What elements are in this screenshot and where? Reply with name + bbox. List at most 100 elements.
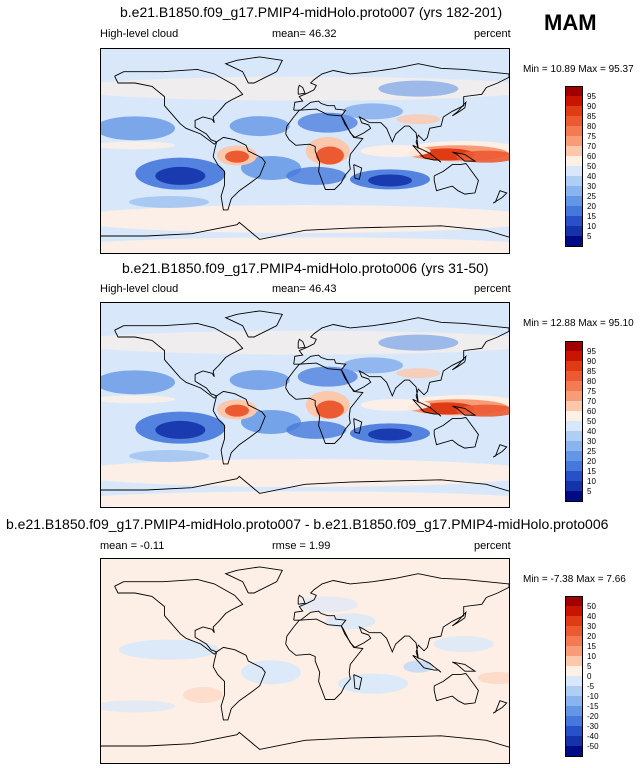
field-contour bbox=[155, 420, 206, 439]
colorbar-cell bbox=[565, 136, 583, 147]
colorbar-tick-label: 90 bbox=[587, 101, 596, 111]
panel3-map bbox=[100, 558, 510, 764]
colorbar-cell bbox=[565, 206, 583, 217]
coastline bbox=[285, 362, 364, 444]
field-contour bbox=[241, 156, 301, 180]
field-contour bbox=[101, 205, 509, 233]
coastline bbox=[212, 646, 266, 721]
field-contour bbox=[225, 150, 249, 163]
colorbar-tick-label: 30 bbox=[587, 621, 596, 631]
colorbar-cell bbox=[565, 606, 583, 617]
field-contour bbox=[286, 420, 347, 439]
coastline bbox=[297, 594, 306, 605]
colorbar-cell bbox=[565, 411, 583, 422]
coastline bbox=[433, 163, 479, 195]
panel3-rmse-label: rmse = 1.99 bbox=[272, 540, 331, 552]
field-contour bbox=[343, 103, 403, 120]
coastline bbox=[353, 418, 363, 434]
colorbar-cell bbox=[565, 106, 583, 117]
field-contour bbox=[286, 166, 347, 185]
colorbar-cell bbox=[565, 616, 583, 627]
field-contour bbox=[225, 404, 249, 417]
field-contour bbox=[241, 660, 301, 685]
colorbar-tick-label: 5 bbox=[587, 661, 592, 671]
colorbar-tick-label: 40 bbox=[587, 426, 596, 436]
field-contour bbox=[360, 399, 431, 411]
colorbar-tick-label: -30 bbox=[587, 721, 599, 731]
colorbar-tick-label: 50 bbox=[587, 161, 596, 171]
panel1-mean-label: mean= 46.32 bbox=[272, 28, 337, 40]
coastline bbox=[212, 136, 266, 211]
field-contour bbox=[183, 687, 223, 703]
colorbar-tick-label: 50 bbox=[587, 416, 596, 426]
colorbar-tick-label: 10 bbox=[587, 651, 596, 661]
coastline bbox=[114, 578, 244, 655]
colorbar-cell bbox=[565, 146, 583, 157]
panel2-title: b.e21.B1850.f09_g17.PMIP4-midHolo.proto0… bbox=[122, 260, 489, 276]
field-contour bbox=[378, 80, 459, 97]
colorbar-tick-label: 20 bbox=[587, 201, 596, 211]
colorbar-tick-label: 95 bbox=[587, 91, 596, 101]
panel2-minmax: Min = 12.88 Max = 95.10 bbox=[523, 318, 634, 329]
coastline bbox=[224, 566, 283, 594]
colorbar-tick-label: 80 bbox=[587, 121, 596, 131]
colorbar-tick-label: 40 bbox=[587, 611, 596, 621]
field-contour bbox=[297, 596, 358, 613]
coastline bbox=[412, 654, 442, 673]
coastline bbox=[297, 338, 306, 349]
colorbar-cell bbox=[565, 646, 583, 657]
coastline bbox=[293, 573, 509, 659]
field-contour bbox=[338, 673, 408, 694]
colorbar-tick-label: -15 bbox=[587, 701, 599, 711]
colorbar-tick-label: 60 bbox=[587, 406, 596, 416]
panel2-mean-label: mean= 46.43 bbox=[272, 283, 337, 295]
coastline bbox=[452, 610, 467, 627]
colorbar-tick-label: 5 bbox=[587, 486, 592, 496]
coastline bbox=[293, 63, 509, 149]
colorbar-cell bbox=[565, 736, 583, 747]
colorbar-tick-label: 85 bbox=[587, 366, 596, 376]
colorbar-cell bbox=[565, 656, 583, 667]
coastline bbox=[293, 317, 509, 403]
colorbar-cell bbox=[565, 236, 583, 247]
coastline bbox=[492, 190, 508, 204]
field-contour bbox=[343, 357, 403, 374]
colorbar-tick-label: 90 bbox=[587, 356, 596, 366]
coastline bbox=[492, 444, 508, 458]
field-contour bbox=[101, 491, 509, 507]
field-contour bbox=[155, 166, 206, 185]
colorbar-tick-label: 80 bbox=[587, 376, 596, 386]
season-label: MAM bbox=[544, 10, 597, 35]
colorbar-cell bbox=[565, 706, 583, 717]
panel1-map bbox=[100, 48, 510, 254]
colorbar-cell bbox=[565, 156, 583, 167]
panel3-mean-label: mean = -0.11 bbox=[100, 540, 165, 552]
colorbar-cell bbox=[565, 441, 583, 452]
colorbar-cell bbox=[565, 451, 583, 462]
colorbar-cell bbox=[565, 421, 583, 432]
colorbar-cell bbox=[565, 196, 583, 207]
field-contour bbox=[101, 700, 175, 713]
field-contour bbox=[241, 410, 301, 434]
colorbar-cell bbox=[565, 391, 583, 402]
colorbar-tick-label: 40 bbox=[587, 171, 596, 181]
colorbar-cell bbox=[565, 636, 583, 647]
field-contour bbox=[101, 459, 509, 487]
colorbar-cell bbox=[565, 176, 583, 187]
colorbar-cell bbox=[565, 116, 583, 127]
field-contour bbox=[229, 370, 290, 391]
panel2-map bbox=[100, 302, 510, 508]
colorbar-cell bbox=[565, 86, 583, 97]
colorbar-cell bbox=[565, 471, 583, 482]
colorbar-tick-label: 15 bbox=[587, 641, 596, 651]
field-contour bbox=[378, 334, 459, 351]
colorbar-cell bbox=[565, 491, 583, 502]
coastline bbox=[212, 390, 266, 465]
colorbar-cell bbox=[565, 126, 583, 137]
colorbar-tick-label: -50 bbox=[587, 741, 599, 751]
field-background bbox=[101, 559, 509, 763]
colorbar-cell bbox=[565, 716, 583, 727]
coastline bbox=[412, 144, 442, 163]
field-contour bbox=[129, 196, 209, 208]
coastline bbox=[114, 68, 244, 145]
